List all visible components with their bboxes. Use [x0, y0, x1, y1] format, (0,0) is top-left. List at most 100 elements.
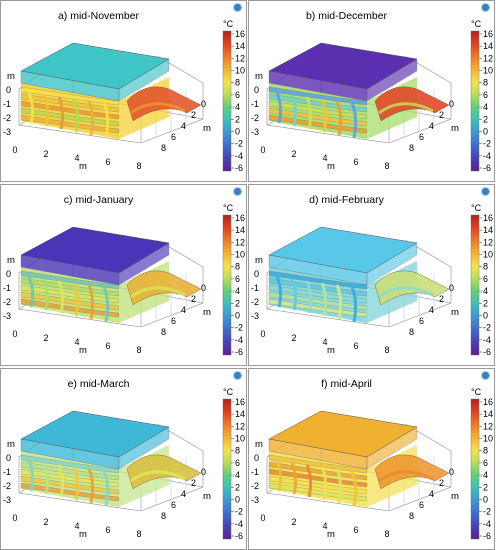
colorbar-tick-label: -6: [483, 163, 491, 173]
z-tick-label: 0: [254, 269, 259, 279]
x-axis-label: m: [79, 345, 87, 356]
y-tick-label: 4: [181, 305, 186, 315]
y-tick-label: 0: [201, 467, 206, 477]
colorbar-tick-label: 14: [235, 225, 245, 235]
colorbar-tick-label: 10: [235, 250, 245, 260]
z-axis-label: m: [7, 439, 15, 450]
panel-info-icon[interactable]: [481, 187, 490, 196]
colorbar-tick-label: -6: [483, 347, 491, 357]
y-tick-label: 2: [191, 478, 196, 488]
x-tick-label: 8: [136, 161, 141, 171]
z-tick-label: -3: [3, 127, 11, 137]
colorbar-tick-label: 10: [235, 66, 245, 76]
colorbar-tick-label: 4: [235, 470, 240, 480]
colorbar-tick-label: 8: [235, 446, 240, 456]
z-axis-label: m: [255, 439, 263, 450]
z-tick-label: -3: [251, 495, 259, 505]
x-tick-label: 4: [74, 337, 79, 347]
panel-info-icon[interactable]: [233, 3, 242, 12]
x-tick-label: 0: [12, 329, 17, 339]
y-tick-label: 2: [191, 110, 196, 120]
panel-info-icon[interactable]: [233, 187, 242, 196]
colorbar-tick-label: -2: [235, 507, 243, 517]
y-tick-label: 8: [161, 143, 166, 153]
x-axis-label: m: [327, 529, 335, 540]
y-tick-label: 8: [409, 327, 414, 337]
colorbar-tick-label: 14: [483, 409, 493, 419]
panel-3d-plot: m0-1-2-30 2 4 6 8m86420m1614121086420-2-4-6°…: [3, 19, 245, 173]
x-tick-label: 6: [105, 525, 110, 535]
y-tick-label: 0: [201, 283, 206, 293]
x-axis-label: m: [327, 161, 335, 172]
z-tick-label: 0: [6, 269, 11, 279]
colorbar-tick-label: 4: [483, 102, 488, 112]
y-tick-label: 2: [191, 294, 196, 304]
x-tick-label: 4: [322, 337, 327, 347]
y-tick-label: 6: [171, 316, 176, 326]
colorbar-tick-label: -2: [483, 139, 491, 149]
colorbar: 16 14 12 10 8 6 4 2 0 -2 -4 -6 °C: [222, 19, 245, 173]
y-tick-label: 4: [181, 489, 186, 499]
colorbar-unit-label: °C: [223, 19, 234, 29]
z-tick-label: -2: [251, 481, 259, 491]
colorbar-tick-label: 14: [235, 41, 245, 51]
colorbar-tick-label: 16: [235, 29, 245, 39]
colorbar-tick-label: 0: [483, 494, 488, 504]
colorbar-tick-label: 6: [235, 274, 240, 284]
colorbar-tick-label: 2: [483, 482, 488, 492]
colorbar-tick-label: 6: [483, 90, 488, 100]
y-axis-label: m: [451, 491, 459, 502]
panel-info-icon[interactable]: [233, 371, 242, 380]
colorbar-tick-label: -4: [235, 335, 243, 345]
panel-6: f) mid-April m 0 -1 -2 -3 0 2 4 6 8 m 8 6 4 2 0 m 16 14 12 10…: [248, 368, 495, 550]
slab-top-surface: [20, 226, 170, 286]
colorbar: 16 14 12 10 8 6 4 2 0 -2 -4 -6 °C: [470, 203, 493, 357]
ground-side-wall: [119, 261, 202, 323]
z-tick-label: 0: [6, 85, 11, 95]
colorbar-tick-label: 12: [483, 237, 493, 247]
x-tick-label: 8: [384, 529, 389, 539]
z-tick-label: -1: [251, 467, 259, 477]
z-tick-label: -2: [3, 113, 11, 123]
slab-top-surface: [20, 410, 170, 470]
y-tick-label: 0: [449, 283, 454, 293]
colorbar-tick-label: 0: [483, 126, 488, 136]
x-tick-label: 0: [260, 513, 265, 523]
x-tick-label: 4: [74, 521, 79, 531]
colorbar-tick-label: 0: [483, 310, 488, 320]
x-tick-label: 2: [291, 149, 296, 159]
colorbar-tick-label: 6: [235, 458, 240, 468]
colorbar-tick-label: 8: [483, 446, 488, 456]
colorbar-tick-label: -6: [235, 347, 243, 357]
colorbar-tick-label: 6: [483, 274, 488, 284]
ground-front-wall: [268, 83, 368, 139]
ground-side-wall: [367, 77, 450, 139]
colorbar-tick-label: 4: [483, 286, 488, 296]
y-tick-label: 4: [429, 489, 434, 499]
panel-info-icon[interactable]: [481, 371, 490, 380]
ground-side-wall: [119, 445, 202, 507]
x-axis-label: m: [79, 161, 87, 172]
panel-2: b) mid-December m 0 -1 -2 -3 0 2 4 6 8 m 8 6 4 2 0 m 16 14 1…: [248, 0, 495, 182]
x-tick-label: 0: [12, 513, 17, 523]
colorbar-tick-label: 2: [235, 482, 240, 492]
x-tick-label: 2: [43, 149, 48, 159]
z-tick-label: -3: [3, 311, 11, 321]
x-tick-label: 0: [260, 145, 265, 155]
panel-info-icon[interactable]: [481, 3, 490, 12]
z-tick-label: 0: [254, 453, 259, 463]
y-tick-label: 8: [409, 511, 414, 521]
colorbar-tick-label: -2: [483, 323, 491, 333]
z-tick-label: -1: [3, 99, 11, 109]
y-axis-label: m: [451, 307, 459, 318]
panel-5: e) mid-March m 0 -1 -2 -3 0 2 4 6 8 m 8 6 4 2 0 m 16 14 12 10…: [0, 368, 247, 550]
colorbar-tick-label: -4: [235, 519, 243, 529]
z-tick-label: -2: [3, 297, 11, 307]
z-axis-label: m: [255, 71, 263, 82]
x-tick-label: 6: [105, 341, 110, 351]
x-tick-label: 6: [353, 341, 358, 351]
x-tick-label: 0: [12, 145, 17, 155]
panel-3d-plot: m0-1-2-30 2 4 6 8m86420m1614121086420-2-4-6°…: [3, 203, 245, 357]
